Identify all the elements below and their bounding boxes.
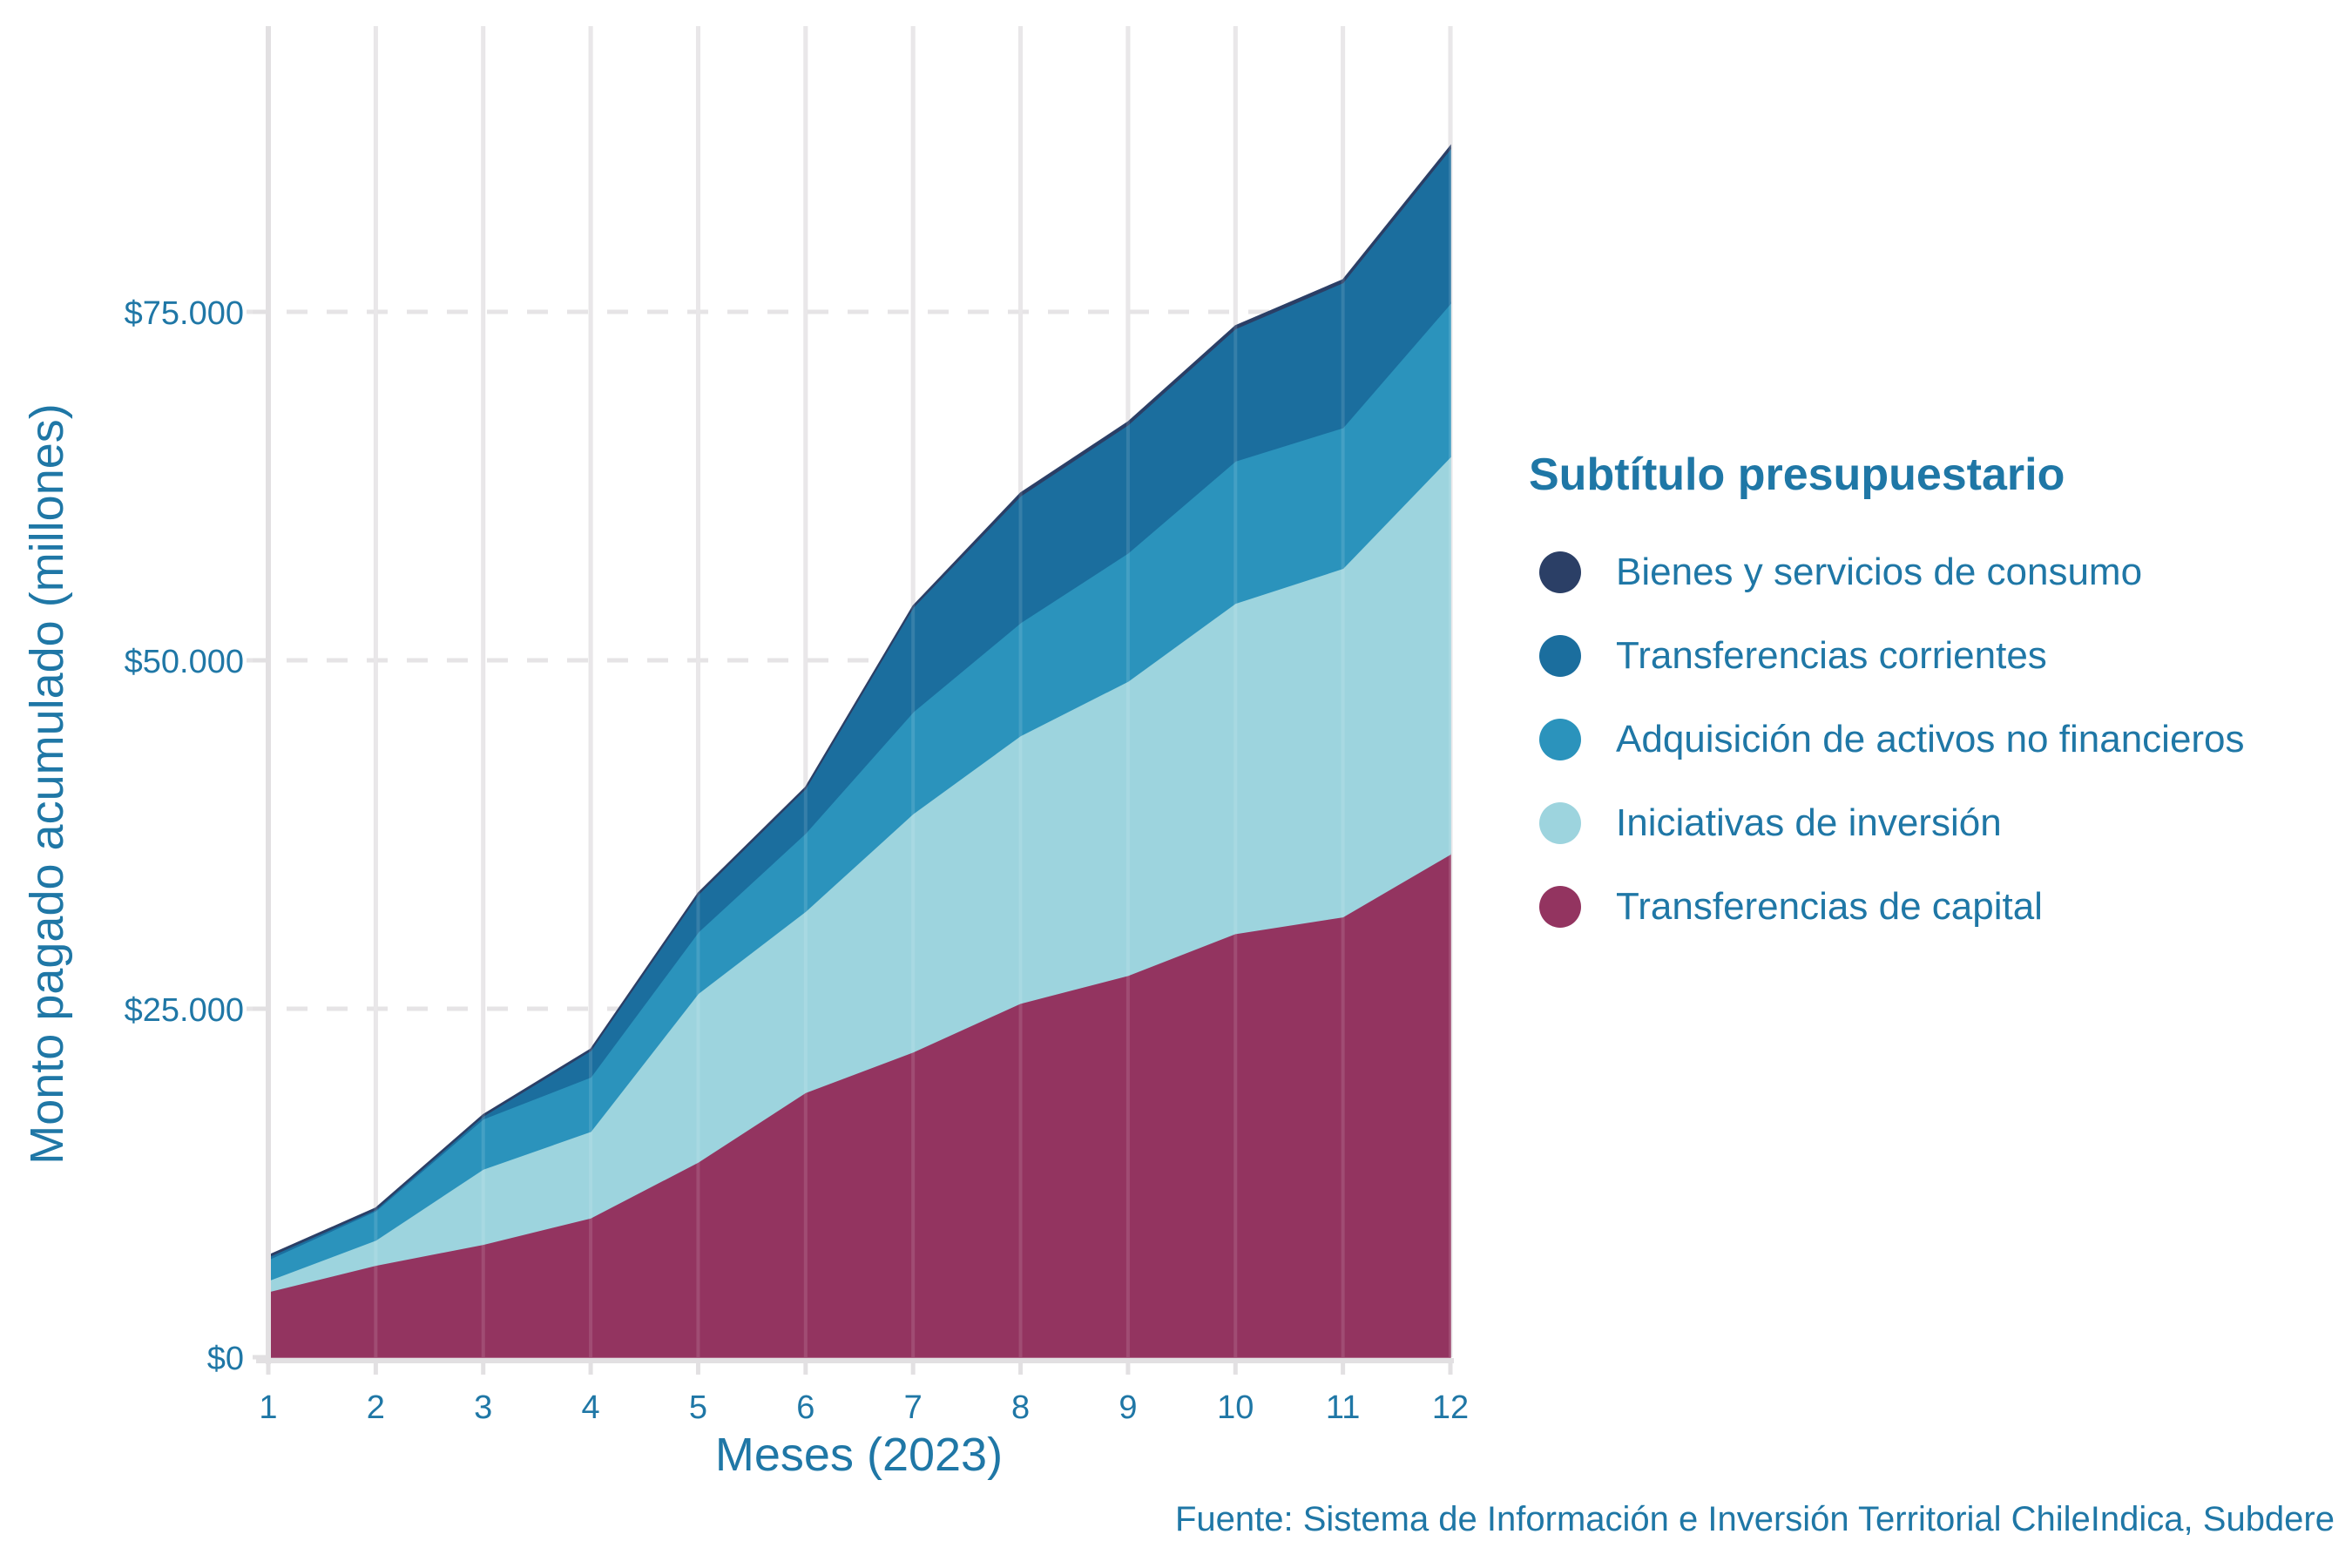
legend-swatch-icon — [1539, 886, 1581, 928]
legend-item-transferencias-corrientes: Transferencias corrientes — [1529, 614, 2245, 698]
legend-item-bienes: Bienes y servicios de consumo — [1529, 531, 2245, 614]
legend-label: Adquisición de activos no financieros — [1616, 718, 2245, 760]
axes: 1 2 3 4 5 6 7 8 9 10 11 12$0$25.000$50.000$75.000 — [125, 26, 1469, 1426]
x-tick-label: 1 — [259, 1389, 277, 1426]
x-axis-title: Meses (2023) — [715, 1429, 1003, 1481]
legend-swatch-icon — [1539, 719, 1581, 760]
x-tick-label: 2 — [367, 1389, 385, 1426]
y-tick-label: $0 — [207, 1341, 244, 1377]
x-tick-label: 11 — [1326, 1389, 1360, 1426]
x-tick-label: 9 — [1119, 1389, 1137, 1426]
source-caption: Fuente: Sistema de Información e Inversi… — [1174, 1500, 2335, 1538]
y-axis-title: Monto pagado acumulado (millones) — [21, 403, 73, 1165]
x-tick-label: 12 — [1432, 1389, 1469, 1426]
area-bienes-y-servicios-de-consumo — [267, 144, 1451, 1258]
x-tick-label: 4 — [582, 1389, 600, 1426]
legend-title: Subtítulo presupuestario — [1529, 449, 2065, 500]
x-tick-label: 10 — [1217, 1389, 1254, 1426]
legend-item-adquisicion-activos: Adquisición de activos no financieros — [1529, 698, 2245, 781]
x-tick-label: 7 — [904, 1389, 923, 1426]
y-tick-label: $50.000 — [125, 644, 244, 680]
areas — [267, 26, 1452, 1358]
legend-label: Transferencias corrientes — [1616, 634, 2047, 677]
y-tick-label: $75.000 — [125, 295, 244, 332]
legend-label: Bienes y servicios de consumo — [1616, 551, 2143, 593]
legend-item-transferencias-capital: Transferencias de capital — [1529, 865, 2245, 949]
legend-swatch-icon — [1539, 802, 1581, 844]
legend-item-iniciativas-inversion: Iniciativas de inversión — [1529, 781, 2245, 865]
legend-label: Iniciativas de inversión — [1616, 801, 2002, 844]
x-tick-label: 3 — [474, 1389, 492, 1426]
x-tick-label: 5 — [689, 1389, 707, 1426]
legend-swatch-icon — [1539, 635, 1581, 677]
legend: Subtítulo presupuestario Bienes y servic… — [1529, 449, 2245, 949]
x-tick-label: 8 — [1011, 1389, 1030, 1426]
legend-swatch-icon — [1539, 551, 1581, 593]
y-tick-label: $25.000 — [125, 992, 244, 1029]
legend-label: Transferencias de capital — [1616, 885, 2043, 928]
x-tick-label: 6 — [796, 1389, 814, 1426]
